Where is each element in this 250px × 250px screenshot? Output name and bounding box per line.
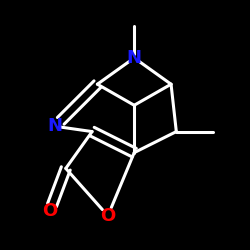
Text: N: N xyxy=(48,117,63,135)
Text: O: O xyxy=(42,202,58,220)
Text: N: N xyxy=(127,49,142,67)
Text: O: O xyxy=(100,207,116,225)
